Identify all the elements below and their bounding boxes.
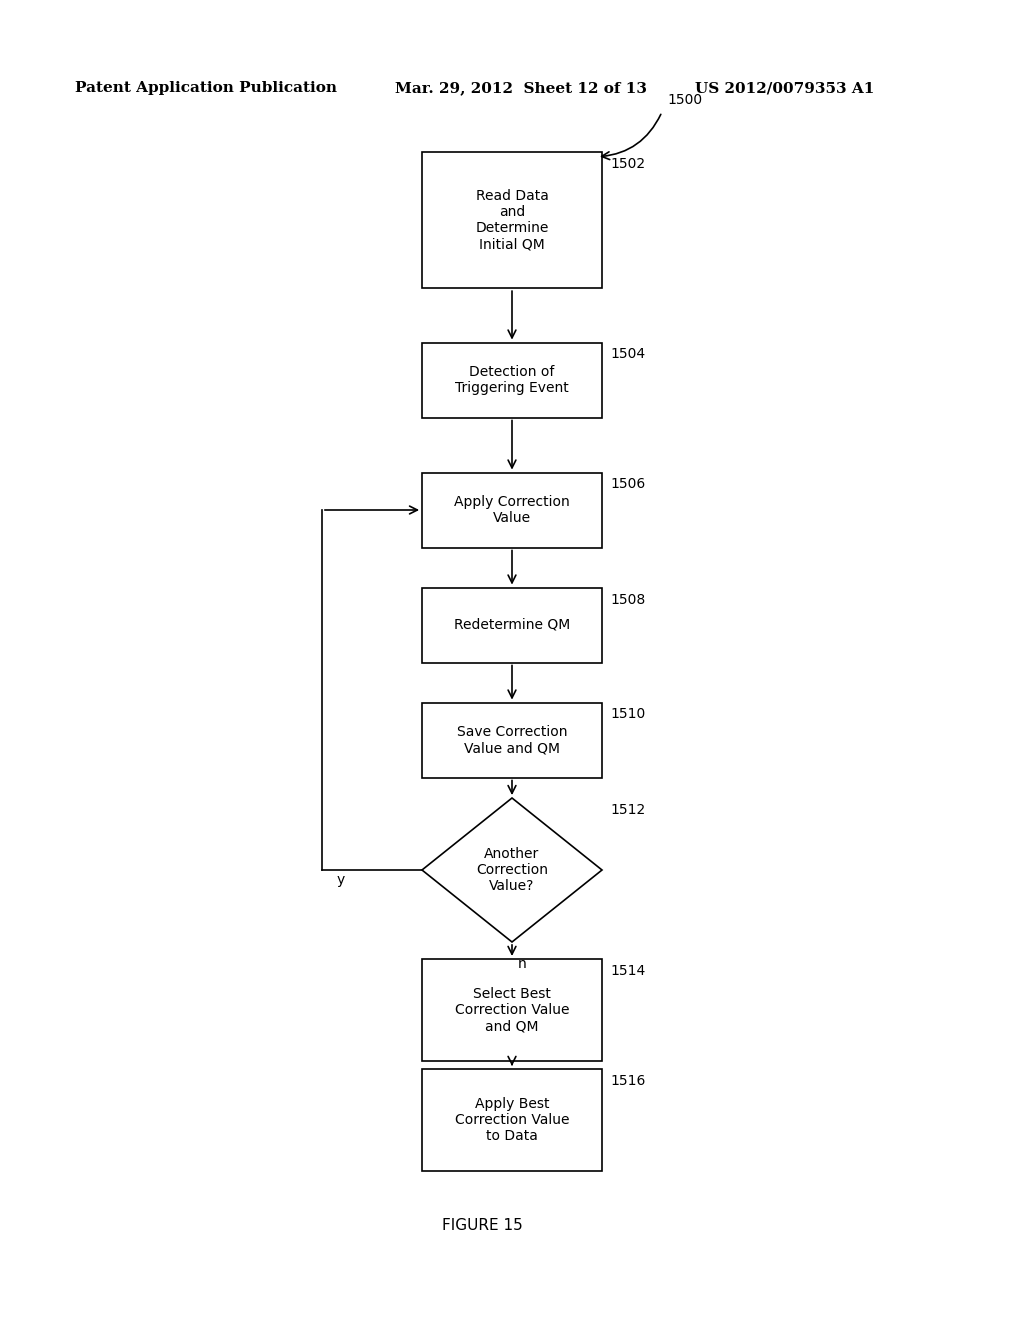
Text: 1508: 1508 bbox=[610, 593, 645, 606]
Text: Detection of
Triggering Event: Detection of Triggering Event bbox=[455, 364, 569, 395]
Bar bbox=[422, 473, 602, 548]
Bar bbox=[422, 587, 602, 663]
Bar bbox=[422, 958, 602, 1061]
Text: n: n bbox=[517, 957, 526, 972]
Text: 1502: 1502 bbox=[610, 157, 645, 170]
Text: US 2012/0079353 A1: US 2012/0079353 A1 bbox=[695, 81, 874, 95]
Text: Apply Correction
Value: Apply Correction Value bbox=[454, 495, 570, 525]
Bar bbox=[422, 152, 602, 288]
Bar bbox=[422, 702, 602, 777]
Text: Patent Application Publication: Patent Application Publication bbox=[75, 81, 337, 95]
Text: y: y bbox=[337, 873, 345, 887]
Text: 1514: 1514 bbox=[610, 964, 645, 978]
Bar bbox=[422, 342, 602, 417]
Text: 1512: 1512 bbox=[610, 803, 645, 817]
Text: 1510: 1510 bbox=[610, 708, 645, 722]
Polygon shape bbox=[422, 799, 602, 942]
Text: Mar. 29, 2012  Sheet 12 of 13: Mar. 29, 2012 Sheet 12 of 13 bbox=[395, 81, 647, 95]
Text: 1516: 1516 bbox=[610, 1074, 645, 1088]
Text: Redetermine QM: Redetermine QM bbox=[454, 618, 570, 632]
Text: FIGURE 15: FIGURE 15 bbox=[441, 1217, 522, 1233]
Text: 1506: 1506 bbox=[610, 478, 645, 491]
Text: Read Data
and
Determine
Initial QM: Read Data and Determine Initial QM bbox=[475, 189, 549, 251]
Text: 1500: 1500 bbox=[667, 92, 702, 107]
Text: Save Correction
Value and QM: Save Correction Value and QM bbox=[457, 725, 567, 755]
Bar bbox=[422, 1069, 602, 1171]
Text: Select Best
Correction Value
and QM: Select Best Correction Value and QM bbox=[455, 987, 569, 1034]
Text: Another
Correction
Value?: Another Correction Value? bbox=[476, 847, 548, 894]
Text: Apply Best
Correction Value
to Data: Apply Best Correction Value to Data bbox=[455, 1097, 569, 1143]
Text: 1504: 1504 bbox=[610, 347, 645, 362]
